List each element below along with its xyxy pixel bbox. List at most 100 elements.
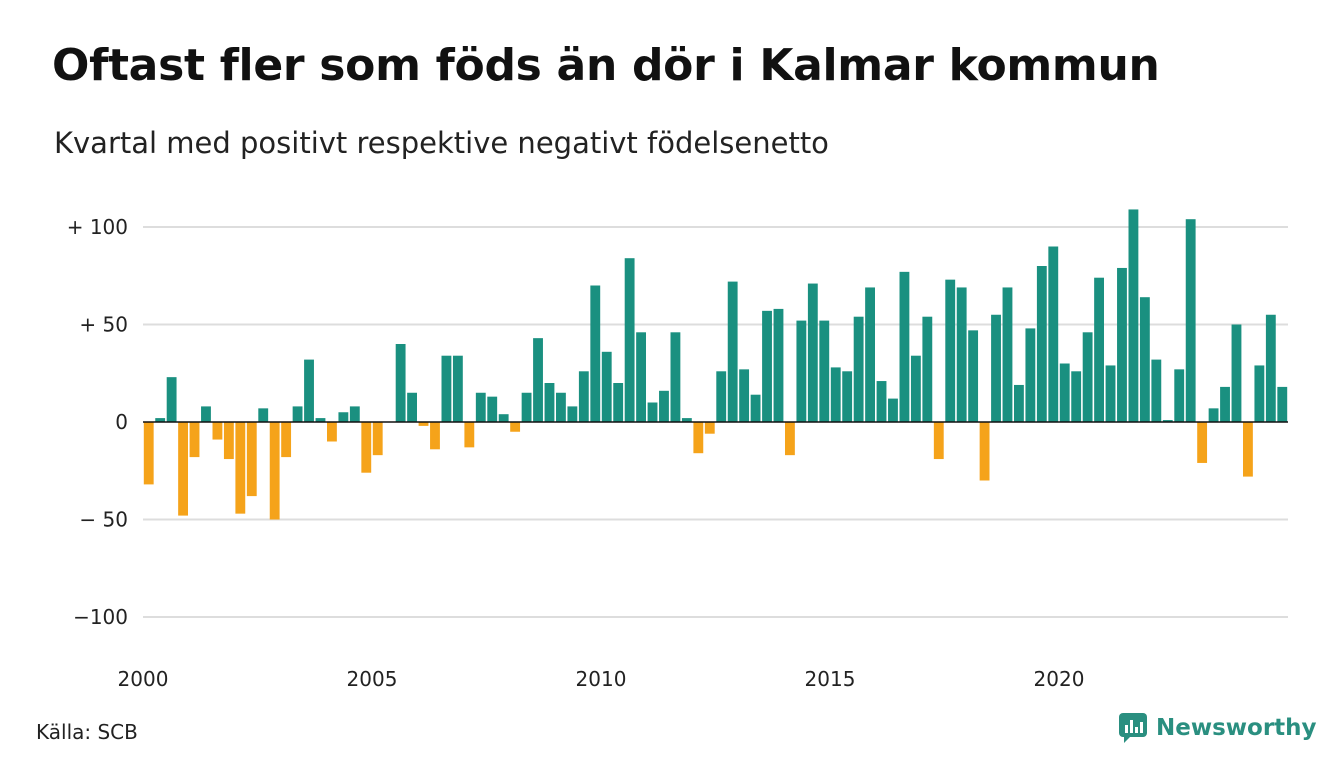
bar [338, 412, 349, 422]
bar [1048, 246, 1059, 422]
bar [418, 422, 429, 426]
bar [830, 367, 841, 422]
brand-name: Newsworthy [1156, 715, 1317, 741]
bar [1254, 365, 1265, 422]
bar [601, 351, 612, 422]
bar [1197, 422, 1208, 463]
bar [315, 418, 326, 422]
bar [143, 422, 154, 485]
bar [807, 283, 818, 422]
bar [430, 422, 440, 450]
bar [349, 406, 360, 422]
y-axis-labels: + 100 + 50 0 − 50 −100 [67, 215, 128, 629]
bar [704, 422, 715, 434]
bar [1277, 386, 1288, 422]
bar [1002, 287, 1013, 422]
bar [1243, 422, 1253, 477]
bar [510, 422, 521, 432]
bar [556, 392, 566, 422]
x-tick-label: 2015 [805, 667, 856, 691]
bar [991, 314, 1001, 422]
y-tick-label: −100 [73, 605, 128, 629]
bar [899, 271, 910, 422]
bar [1014, 384, 1024, 422]
bar [853, 316, 864, 422]
bar [739, 369, 750, 422]
bar [956, 287, 967, 422]
bar [865, 287, 875, 422]
bar [407, 392, 417, 422]
bar [1220, 386, 1230, 422]
bar [1071, 371, 1082, 422]
bar [876, 381, 887, 422]
bar [1185, 219, 1196, 422]
bar [613, 383, 624, 422]
y-tick-label: − 50 [79, 508, 128, 532]
x-tick-label: 2000 [118, 667, 169, 691]
bar [223, 422, 234, 460]
bar [452, 355, 463, 422]
chart-bubble-icon [1119, 713, 1147, 743]
bar [212, 422, 223, 440]
bar [533, 338, 543, 422]
bar [498, 414, 509, 422]
x-tick-label: 2020 [1034, 667, 1085, 691]
bar [395, 344, 406, 422]
bars [143, 209, 1288, 520]
bar [1162, 420, 1173, 422]
bar [1059, 363, 1070, 422]
bar [647, 402, 658, 422]
bar [888, 398, 898, 422]
bar [716, 371, 727, 422]
bar [727, 281, 738, 422]
bar [762, 310, 772, 422]
bar [201, 406, 211, 422]
bar [670, 332, 681, 422]
bar [979, 422, 990, 481]
x-tick-label: 2005 [347, 667, 398, 691]
source-note: Källa: SCB [36, 720, 138, 744]
bar [819, 320, 830, 422]
bar [624, 258, 635, 422]
bar [1174, 369, 1185, 422]
bar [304, 359, 314, 422]
bar [189, 422, 200, 458]
bar [1094, 277, 1104, 422]
bar [246, 422, 257, 497]
bar [1025, 328, 1036, 422]
bar [235, 422, 246, 514]
bar [567, 406, 578, 422]
bar [968, 330, 979, 422]
bar [945, 279, 956, 422]
bar [1036, 266, 1047, 422]
bar [933, 422, 944, 460]
bar [1208, 408, 1219, 422]
bar [785, 422, 795, 456]
bar [842, 371, 853, 422]
chart-subtitle: Kvartal med positivt respektive negativt… [54, 126, 829, 160]
bar [636, 332, 646, 422]
newsworthy-logo: Newsworthy [1118, 712, 1317, 744]
bar [475, 392, 486, 422]
bar [693, 422, 704, 454]
bar [1265, 314, 1276, 422]
bar [155, 418, 166, 422]
x-tick-label: 2010 [576, 667, 627, 691]
bar [681, 418, 692, 422]
bar [361, 422, 372, 473]
bar [521, 392, 532, 422]
bar [441, 355, 452, 422]
bar [166, 377, 177, 422]
bar [258, 408, 269, 422]
bar [1231, 324, 1242, 422]
bar [578, 371, 589, 422]
bar [773, 308, 784, 422]
bar [796, 320, 807, 422]
bar [910, 355, 921, 422]
chart-title: Oftast fler som föds än dör i Kalmar kom… [52, 40, 1160, 91]
bar [590, 285, 601, 422]
bar [1128, 209, 1139, 422]
bar [464, 422, 475, 448]
bar [269, 422, 280, 520]
